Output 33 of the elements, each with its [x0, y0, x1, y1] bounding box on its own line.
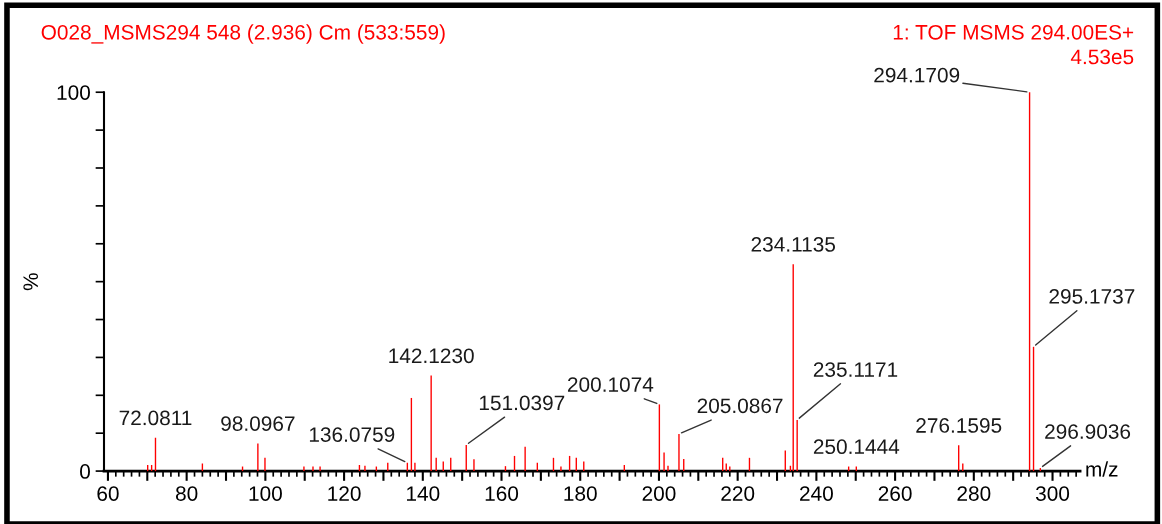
annotation: 98.0967: [221, 416, 295, 431]
annotation: 72.0811: [119, 410, 192, 426]
annotation: 276.1595: [916, 418, 1002, 433]
x-tick-label: 80: [175, 486, 198, 501]
annotation: 295.1737: [1049, 289, 1135, 304]
annotation: 142.1230: [389, 348, 474, 364]
x-tick-label: 160: [485, 486, 519, 501]
x-tick-label: 60: [97, 486, 119, 501]
annotation: 200.1074: [567, 377, 654, 392]
chart-title: O028_MSMS294 548 (2.936) Cm (533:559): [41, 24, 445, 44]
y-tick-label: 0: [80, 464, 90, 479]
annotation: 151.0397: [479, 395, 565, 411]
x-tick-label: 180: [564, 486, 597, 501]
x-tick-label: 260: [878, 486, 912, 501]
x-tick-label: 280: [957, 486, 991, 501]
x-tick-label: 140: [407, 486, 440, 501]
annotation: 250.1444: [813, 439, 900, 455]
x-tick-label: 120: [328, 486, 361, 501]
x-tick-label: 200: [642, 486, 676, 501]
annotation: 296.9036: [1045, 424, 1131, 439]
x-tick-label: 300: [1035, 486, 1070, 501]
annotation: 234.1135: [751, 237, 836, 252]
x-tick-label: 220: [721, 486, 755, 501]
text: 4.53e5: [1070, 49, 1134, 65]
x-tick-label: 240: [800, 486, 833, 501]
annotation: 294.1709: [874, 67, 960, 83]
annotation: 235.1171: [813, 362, 898, 377]
y-axis-title: %: [23, 273, 38, 291]
x-tick-label: 100: [249, 486, 282, 501]
x-axis-title: m/z: [1086, 461, 1118, 477]
annotation: 136.0759: [309, 427, 395, 442]
text: 1: TOF MSMS 294.00ES+: [893, 24, 1134, 40]
annotation: 205.0867: [697, 398, 783, 414]
